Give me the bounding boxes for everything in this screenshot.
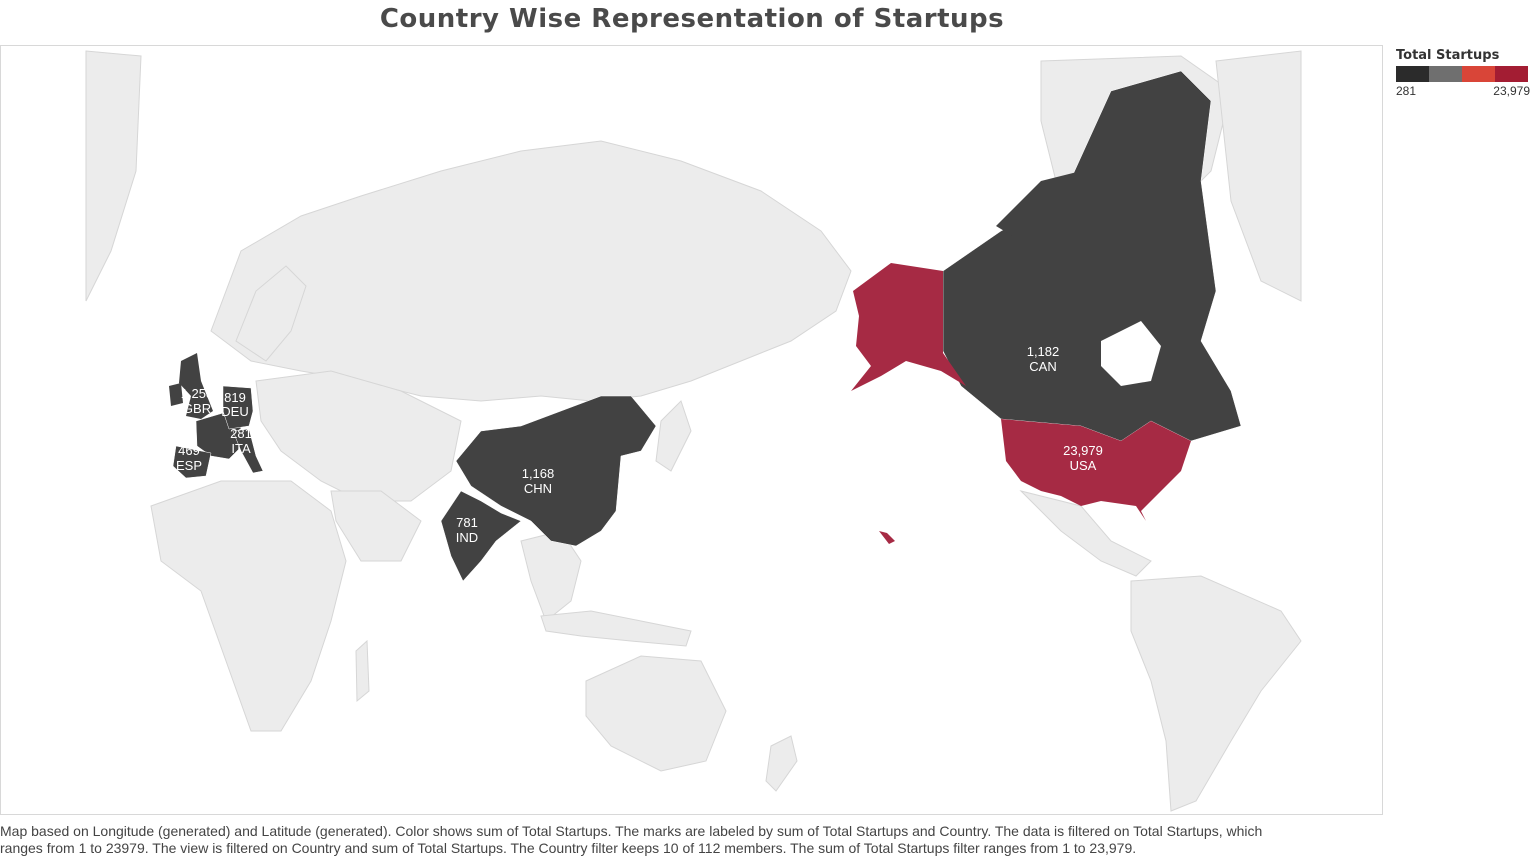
country-usa-alaska[interactable] (851, 263, 966, 391)
legend-swatch-3 (1462, 66, 1495, 82)
country-esp[interactable] (172, 445, 212, 479)
map-view[interactable]: 23,979 USA 1,182 CAN 1,168 CHN 781 IND 1… (0, 45, 1383, 815)
canada-arctic-islands (996, 171, 1081, 241)
label-can-value: 1,182 (1027, 344, 1060, 359)
country-ind[interactable] (440, 490, 522, 582)
country-gbr[interactable] (179, 353, 213, 419)
world-map[interactable]: 23,979 USA 1,182 CAN 1,168 CHN 781 IND 1… (1, 46, 1383, 815)
country-usa[interactable] (1001, 419, 1191, 521)
map-caption: Map based on Longitude (generated) and L… (0, 823, 1400, 857)
caption-line-2: ranges from 1 to 23979. The view is filt… (0, 840, 1137, 856)
label-ind-code: IND (456, 530, 478, 545)
legend-color-ramp (1396, 66, 1528, 82)
label-usa-value: 23,979 (1063, 443, 1103, 458)
legend-swatch-1 (1396, 66, 1429, 82)
label-deu-code: DEU (221, 404, 248, 419)
legend-max-label: 23,979 (1493, 84, 1530, 98)
country-deu[interactable] (222, 385, 254, 430)
legend-swatch-4 (1495, 66, 1528, 82)
label-gbr-code: GBR (183, 401, 211, 416)
label-chn-code: CHN (524, 481, 552, 496)
usa-hawaii (879, 531, 895, 544)
legend-range: 281 23,979 (1396, 84, 1530, 98)
legend-swatch-2 (1429, 66, 1462, 82)
country-ita[interactable] (232, 428, 264, 474)
country-irl (169, 383, 183, 406)
label-deu-value: 819 (224, 390, 246, 405)
label-usa-code: USA (1070, 458, 1097, 473)
label-esp-code: ESP (176, 458, 202, 473)
label-ind-value: 781 (456, 515, 478, 530)
country-chn[interactable] (455, 395, 657, 547)
label-gbr-value: 1,258 (181, 386, 214, 401)
map-title: Country Wise Representation of Startups (379, 4, 1005, 34)
label-esp-value: 469 (178, 443, 200, 458)
hudson-bay (1101, 321, 1161, 386)
highlighted-countries[interactable] (169, 70, 1242, 582)
legend-min-label: 281 (1396, 84, 1417, 98)
label-ita-value: 281 (230, 426, 252, 441)
color-legend: Total Startups 281 23,979 (1396, 48, 1532, 98)
caption-line-1: Map based on Longitude (generated) and L… (0, 823, 1263, 839)
label-can-code: CAN (1029, 359, 1056, 374)
legend-title: Total Startups (1396, 48, 1500, 63)
mark-labels: 23,979 USA 1,182 CAN 1,168 CHN 781 IND 1… (176, 344, 1103, 545)
label-ita-code: ITA (231, 441, 251, 456)
label-chn-value: 1,168 (522, 466, 555, 481)
